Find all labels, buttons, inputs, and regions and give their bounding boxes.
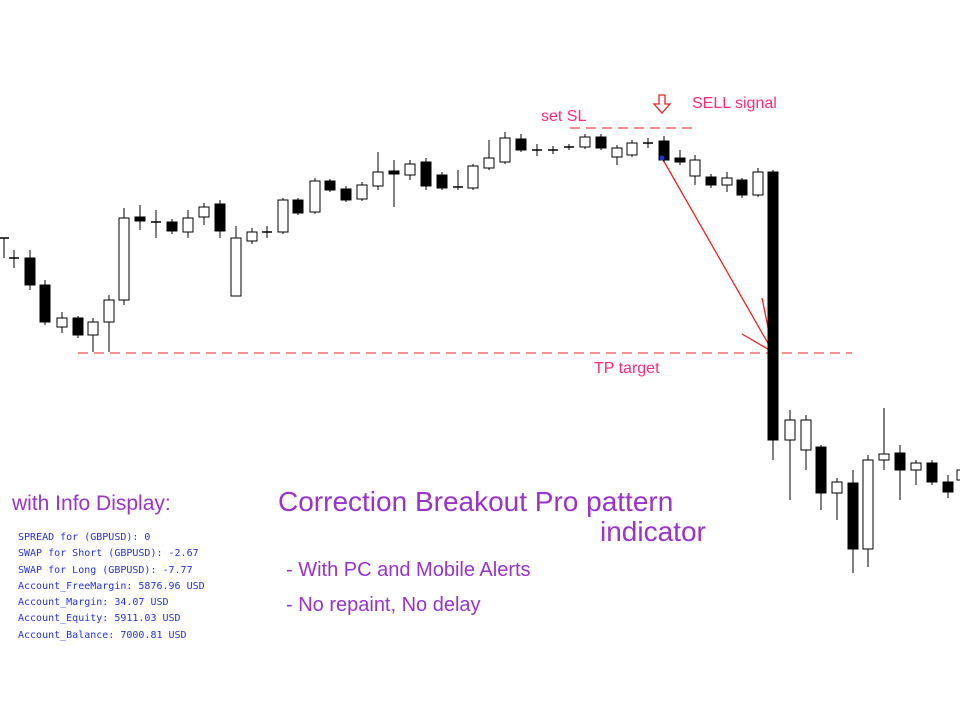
candle-body: [309, 180, 321, 213]
candle-body: [499, 137, 511, 163]
tp-target-label: TP target: [594, 360, 660, 377]
candle-body: [198, 206, 210, 218]
candle-body: [372, 171, 384, 187]
candle-body: [436, 174, 448, 189]
candle-body: [166, 221, 178, 232]
candle-body: [214, 203, 226, 232]
candle-body: [24, 257, 36, 286]
candle-body: [767, 171, 779, 441]
feature-2: - No repaint, No delay: [286, 594, 481, 616]
info-title: with Info Display:: [12, 492, 171, 515]
candle-body: [87, 321, 99, 336]
candle-body: [230, 237, 242, 297]
candle-body: [926, 462, 938, 483]
candle-body: [292, 199, 304, 214]
feature-1: - With PC and Mobile Alerts: [286, 559, 531, 581]
candle-body: [847, 482, 859, 550]
candle-body: [118, 217, 130, 301]
candle-body: [56, 317, 68, 328]
candle-body: [39, 284, 51, 323]
candle-body: [721, 177, 733, 186]
candle-body: [862, 459, 874, 550]
candle-body: [404, 163, 416, 176]
candle-body: [324, 180, 336, 191]
info-line: Account_Balance: 7000.81 USD: [18, 629, 187, 641]
candle-body: [942, 481, 954, 493]
info-line: Account_Margin: 34.07 USD: [18, 597, 169, 609]
candle-body: [626, 142, 638, 156]
candle-body: [182, 217, 194, 233]
candle-body: [658, 140, 670, 161]
candle-body: [831, 481, 843, 494]
info-line: SPREAD for (GBPUSD): 0: [18, 532, 151, 543]
info-lines: SPREAD for (GBPUSD): 0 SWAP for Short (GB…: [18, 530, 205, 644]
set-sl-label: set SL: [541, 108, 587, 125]
candle-body: [277, 199, 289, 233]
candle-body: [910, 462, 922, 471]
sell-signal-label: SELL signal: [692, 95, 777, 112]
candle-body: [467, 165, 479, 189]
candle-body: [246, 231, 258, 242]
info-line: Account_Equity: 5911.03 USD: [18, 613, 181, 625]
info-line: Account_FreeMargin: 5876.96 USD: [18, 580, 205, 592]
candle-body: [134, 216, 146, 222]
candle-body: [611, 147, 623, 158]
info-line: SWAP for Short (GBPUSD): -2.67: [18, 548, 199, 560]
candle-body: [705, 176, 717, 186]
headline-2: indicator: [600, 516, 706, 547]
candle-body: [674, 157, 686, 163]
candle-body: [515, 138, 527, 151]
candle-body: [956, 469, 960, 481]
info-line: SWAP for Long (GBPUSD): -7.77: [18, 564, 193, 576]
candle-body: [388, 170, 400, 175]
candle-body: [689, 159, 701, 177]
candle-body: [784, 419, 796, 441]
candle-body: [800, 419, 812, 451]
candle-body: [878, 453, 890, 461]
headline-1: Correction Breakout Pro pattern: [278, 486, 674, 517]
candle-body: [752, 171, 764, 196]
candle-body: [579, 136, 591, 148]
candle-body: [356, 184, 368, 200]
candle-body: [103, 299, 115, 323]
candle-body: [595, 136, 607, 149]
candle-body: [420, 161, 432, 187]
candle-body: [815, 446, 827, 494]
signal-dot: [659, 155, 665, 161]
candle-body: [894, 452, 906, 471]
candle-body: [340, 188, 352, 201]
sell-arrow-icon: [652, 94, 672, 114]
candle-body: [736, 179, 748, 196]
signal-arrow: [661, 157, 774, 353]
candle-body: [483, 157, 495, 169]
candle-body: [72, 317, 84, 336]
